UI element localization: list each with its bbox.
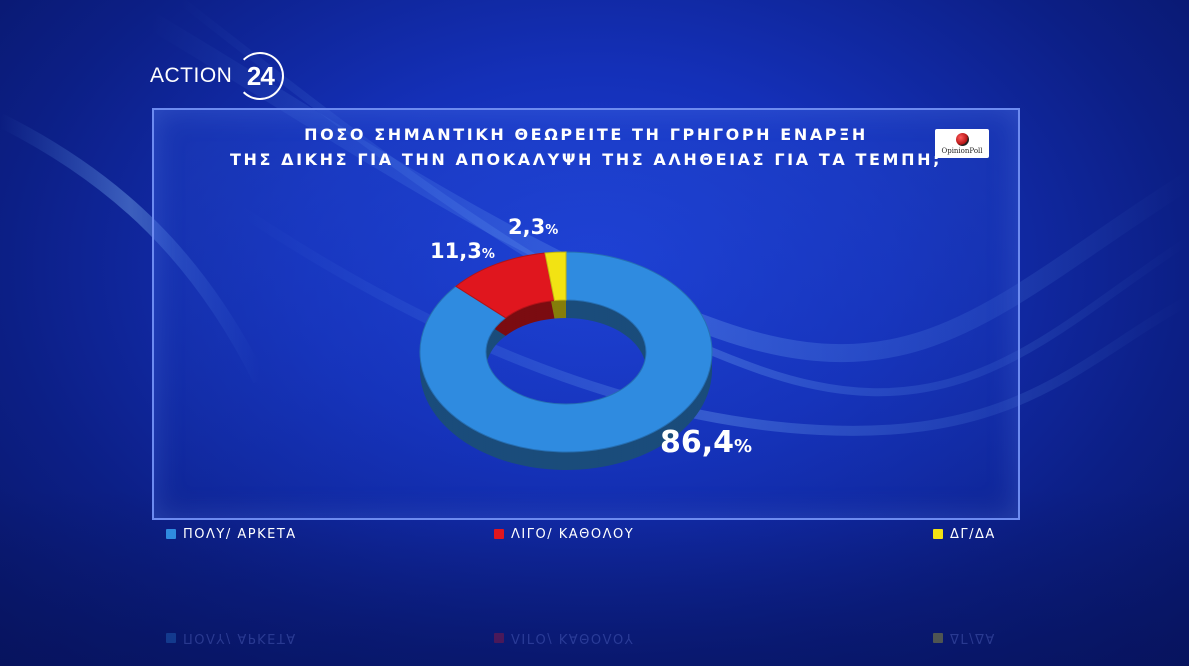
data-label-2: 2,3% [508,215,558,239]
reflection-label: ΛΙΓΟ/ ΚΑΘΟΛΟΥ [511,630,635,646]
opinion-poll-badge: OpinionPoll [935,129,989,158]
donut-slice-0 [419,251,713,453]
legend-swatch-red [494,529,504,539]
legend-reflection-2: ΛΙΓΟ/ ΚΑΘΟΛΟΥ [494,626,634,650]
data-label-unit: % [545,223,558,238]
reflection-swatch [933,633,943,643]
logo-number: 24 [236,52,285,100]
legend-item-ligo-katholou: ΛΙΓΟ/ ΚΑΘΟΛΟΥ [494,522,634,546]
reflection-swatch [494,633,504,643]
donut-slice-2 [544,251,567,302]
chart-title-line-2: ΤΗΣ ΔΙΚΗΣ ΓΙΑ ΤΗΝ ΑΠΟΚΑΛΥΨΗ ΤΗΣ ΑΛΗΘΕΙΑΣ… [229,150,943,169]
data-label-unit: % [482,247,495,262]
data-label-unit: % [734,436,752,457]
donut-hole [487,307,645,405]
reflection-label: ΔΓ/ΔΑ [950,630,996,646]
logo-word: ACTION [150,64,233,87]
channel-logo: ACTION 24 [150,50,285,102]
data-label-0: 86,4% [660,425,752,460]
legend-item-dg-da: ΔΓ/ΔΑ [933,522,996,546]
data-label-1: 11,3% [430,239,495,263]
reflection-swatch [166,633,176,643]
opinion-poll-text: OpinionPoll [941,146,983,155]
legend-reflection-3: ΔΓ/ΔΑ [933,626,996,650]
legend-swatch-blue [166,529,176,539]
stage-floor [0,488,1189,666]
legend-item-poly-arketa: ΠΟΛΥ/ ΑΡΚΕΤΑ [166,522,297,546]
opinion-poll-logo-icon [955,132,969,146]
chart-title-line-1: ΠΟΣΟ ΣΗΜΑΝΤΙΚΗ ΘΕΩΡΕΙΤΕ ΤΗ ΓΡΗΓΟΡΗ ΕΝΑΡΞ… [304,125,868,144]
legend-label: ΛΙΓΟ/ ΚΑΘΟΛΟΥ [511,526,635,542]
legend-label: ΔΓ/ΔΑ [950,526,996,542]
reflection-label: ΠΟΛΥ/ ΑΡΚΕΤΑ [183,630,297,646]
legend-reflection-1: ΠΟΛΥ/ ΑΡΚΕΤΑ [166,626,297,650]
chart-title: ΠΟΣΟ ΣΗΜΑΝΤΙΚΗ ΘΕΩΡΕΙΤΕ ΤΗ ΓΡΗΓΟΡΗ ΕΝΑΡΞ… [154,122,1018,172]
legend-swatch-yellow [933,529,943,539]
legend-label: ΠΟΛΥ/ ΑΡΚΕΤΑ [183,526,297,542]
